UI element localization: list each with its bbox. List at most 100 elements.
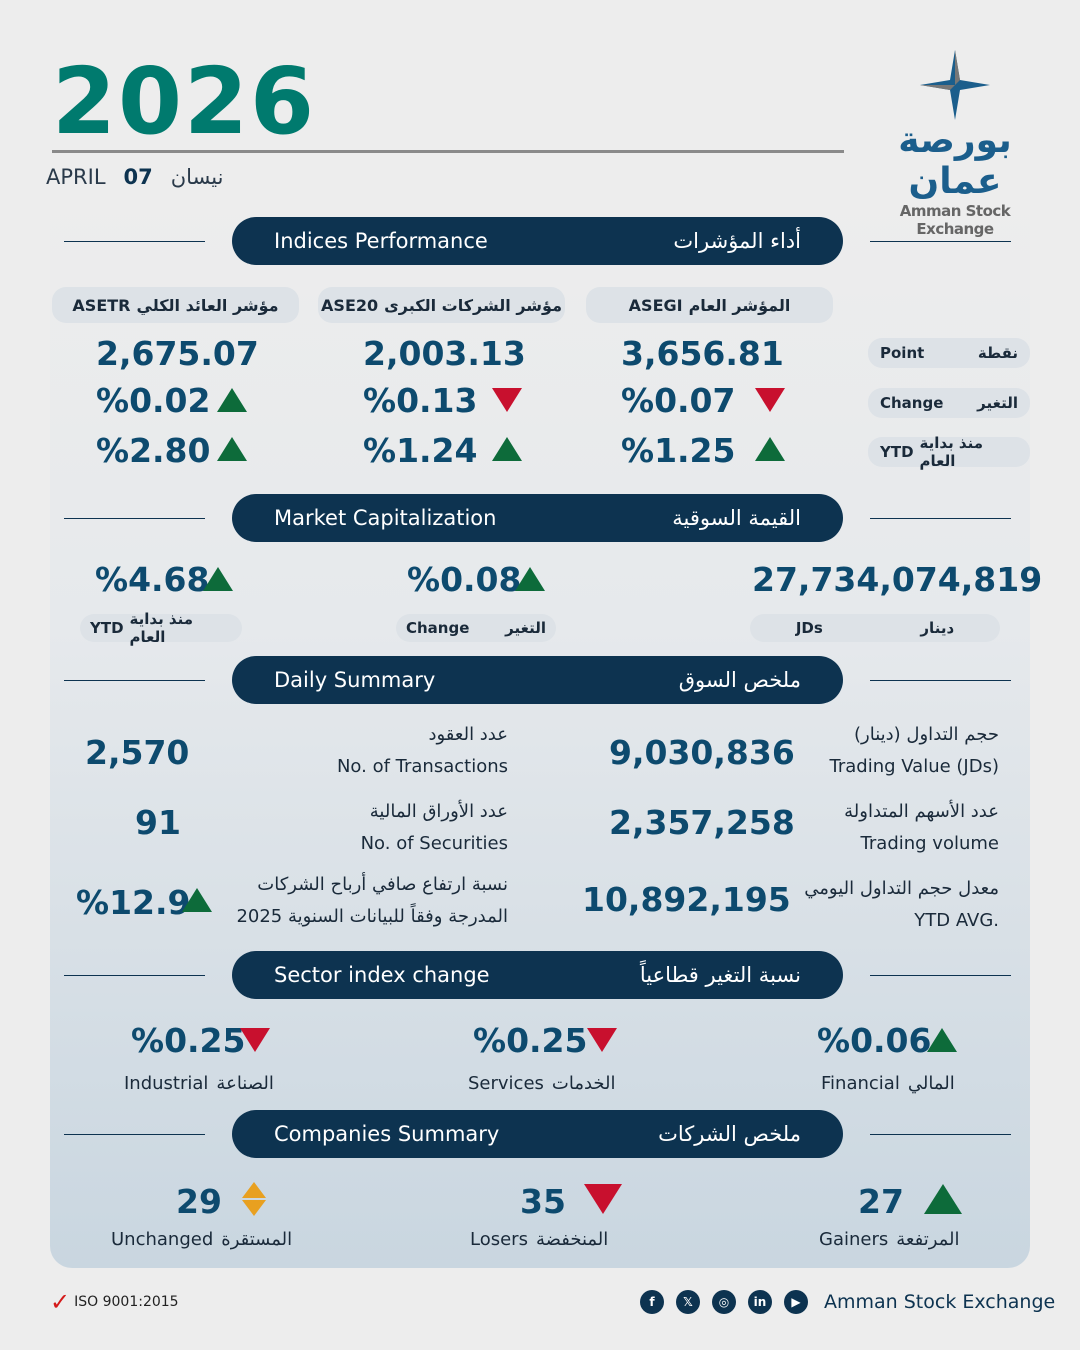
sector-en: Industrial — [124, 1073, 209, 1094]
index-change: %0.07 — [621, 381, 736, 420]
row-label-en: Change — [880, 394, 944, 412]
check-icon: ✓ — [50, 1288, 71, 1316]
cap-ytd: %4.68 — [95, 560, 210, 599]
sector-value: %0.06 — [817, 1021, 932, 1060]
sector-value: %0.25 — [473, 1021, 588, 1060]
daily-securities-ar: عدد الأوراق المالية — [369, 801, 508, 822]
section-header-cap: Market Capitalization القيمة السوقية — [232, 494, 843, 542]
daily-profit-ar: نسبة ارتفاع صافي أرباح الشركات — [257, 874, 508, 895]
content-panel — [50, 200, 1030, 1268]
companies-label: Losers المنخفضة — [470, 1229, 608, 1250]
facebook-icon[interactable]: f — [640, 1290, 664, 1314]
row-label-ar: منذ بداية العام — [919, 434, 984, 470]
companies-unchanged-count: 29 — [176, 1182, 222, 1221]
sector-label: Industrial الصناعة — [124, 1073, 274, 1094]
index-header-ASEGI: ASEGI المؤشر العام — [586, 287, 833, 323]
month-ar: نيسان — [170, 165, 224, 189]
section-rule — [870, 680, 1011, 681]
row-label: Point نقطة — [868, 338, 1030, 368]
section-title-en: Daily Summary — [274, 668, 436, 692]
daily-transactions-ar: عدد العقود — [428, 724, 508, 745]
section-rule — [870, 1134, 1011, 1135]
daily-profit-ar2: المدرجة وفقاً للبيانات السنوية 2025 — [236, 906, 508, 927]
index-change: %0.02 — [96, 381, 211, 420]
index-name-ar: مؤشر الشركات الكبرى — [384, 295, 562, 315]
row-label-ar: التغير — [977, 394, 1018, 412]
daily-ytd_avg-value: 10,892,195 — [582, 880, 791, 919]
daily-trading_value-ar: حجم التداول (دينار) — [854, 724, 999, 745]
section-title-en: Indices Performance — [274, 229, 488, 253]
index-point: 3,656.81 — [621, 334, 784, 373]
index-change: %0.13 — [363, 381, 478, 420]
footer-org: Amman Stock Exchange — [824, 1291, 1056, 1313]
sector-en: Financial — [821, 1073, 900, 1094]
daily-trading_value-value: 9,030,836 — [609, 733, 795, 772]
companies-en: Unchanged — [111, 1229, 214, 1250]
section-rule — [870, 241, 1011, 242]
index-name-ar: مؤشر العائد الكلي — [136, 295, 279, 315]
daily-trading_value-en: Trading Value (JDs) — [829, 756, 999, 777]
label-ar: التغير — [505, 619, 546, 637]
date: APRIL 07 نيسان — [46, 165, 224, 189]
day: 07 — [123, 165, 153, 189]
sector-ar: المالي — [907, 1073, 955, 1094]
arrow-down-icon — [492, 388, 522, 412]
star-logo-icon — [920, 50, 990, 120]
sector-label: Services الخدمات — [468, 1073, 616, 1094]
section-title-ar: القيمة السوقية — [672, 506, 801, 530]
section-header-indices: Indices Performance أداء المؤشرات — [232, 217, 843, 265]
youtube-icon[interactable]: ▶ — [784, 1290, 808, 1314]
linkedin-icon[interactable]: in — [748, 1290, 772, 1314]
daily-transactions-en: No. of Transactions — [336, 756, 508, 777]
label-ar: دينار — [920, 619, 955, 637]
row-label-en: YTD — [880, 443, 914, 461]
daily-profit-value: %12.9 — [76, 883, 191, 922]
section-title-ar: أداء المؤشرات — [673, 229, 801, 253]
cap-ytd-label: YTD منذ بداية العام — [80, 610, 242, 646]
companies-label: Gainers المرتفعة — [819, 1229, 960, 1250]
arrow-up-icon — [924, 1184, 962, 1214]
label-en: Change — [406, 619, 470, 637]
logo-ar: بورصة عمان — [898, 120, 1012, 202]
companies-down-count: 35 — [520, 1182, 566, 1221]
footer-social: f 𝕏 ◎ in ▶ Amman Stock Exchange — [640, 1290, 1055, 1314]
logo-en: Amman Stock Exchange — [899, 202, 1011, 238]
arrow-up-icon — [492, 437, 522, 461]
arrow-up-icon — [515, 567, 545, 591]
section-title-en: Companies Summary — [274, 1122, 500, 1146]
daily-trading_volume-en: Trading volume — [860, 833, 999, 854]
arrow-down-icon — [587, 1028, 617, 1052]
index-ytd: %2.80 — [96, 431, 211, 470]
companies-ar: المستقرة — [221, 1229, 293, 1250]
section-rule — [64, 518, 205, 519]
cap-value: 27,734,074,819 — [752, 560, 1043, 599]
sector-value: %0.25 — [131, 1021, 246, 1060]
index-point: 2,675.07 — [96, 334, 259, 373]
section-rule — [64, 680, 205, 681]
section-header-sector: Sector index change نسبة التغير قطاعياً — [232, 951, 843, 999]
section-rule — [64, 975, 205, 976]
row-label-en: Point — [880, 344, 925, 362]
arrow-up-icon — [217, 437, 247, 461]
index-name-ar: المؤشر العام — [688, 295, 791, 315]
arrow-down-icon — [584, 1184, 622, 1214]
daily-securities-en: No. of Securities — [360, 833, 508, 854]
daily-ytd_avg-ar: معدل حجم التداول اليومي — [804, 878, 999, 899]
daily-trading_volume-value: 2,357,258 — [609, 803, 795, 842]
instagram-icon[interactable]: ◎ — [712, 1290, 736, 1314]
section-title-ar: نسبة التغير قطاعياً — [639, 963, 801, 987]
index-ytd: %1.24 — [363, 431, 478, 470]
index-point: 2,003.13 — [363, 334, 526, 373]
x-icon[interactable]: 𝕏 — [676, 1290, 700, 1314]
section-header-companies: Companies Summary ملخص الشركات — [232, 1110, 843, 1158]
index-code: ASETR — [72, 295, 131, 315]
iso-badge: ✓ ISO 9001:2015 — [50, 1288, 179, 1316]
arrow-up-icon — [217, 388, 247, 412]
daily-transactions-value: 2,570 — [85, 733, 190, 772]
label-en: JDs — [795, 619, 823, 637]
sector-ar: الصناعة — [216, 1073, 274, 1094]
cap-change: %0.08 — [407, 560, 522, 599]
arrow-down-icon — [240, 1028, 270, 1052]
companies-en: Losers — [470, 1229, 528, 1250]
sector-en: Services — [468, 1073, 544, 1094]
